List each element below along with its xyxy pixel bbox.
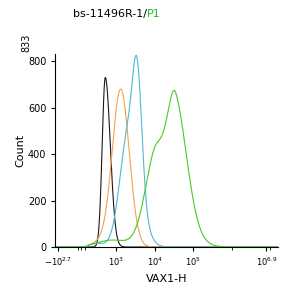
Text: P1: P1 (146, 9, 160, 19)
Text: bs-11496R-1/: bs-11496R-1/ (72, 9, 146, 19)
Y-axis label: Count: Count (15, 134, 25, 167)
Text: 833: 833 (21, 33, 31, 52)
X-axis label: VAX1-H: VAX1-H (146, 274, 188, 284)
